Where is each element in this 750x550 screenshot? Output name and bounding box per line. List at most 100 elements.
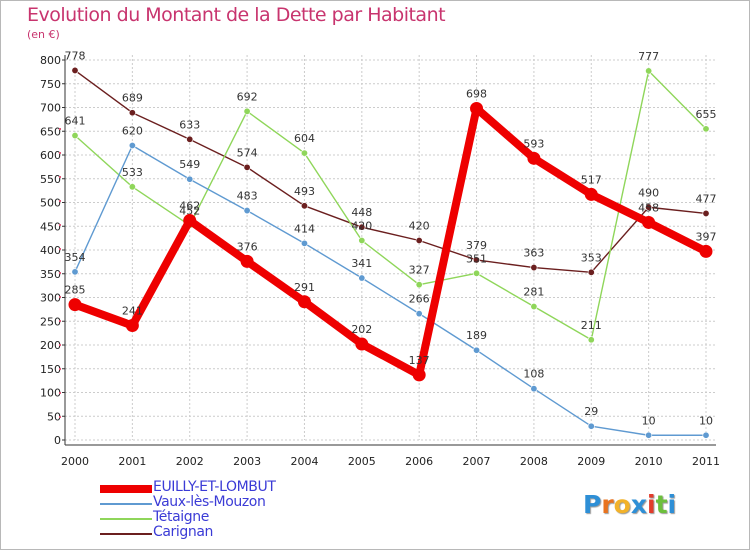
legend-label: Vaux-lès-Mouzon — [153, 494, 266, 510]
data-label: 376 — [237, 240, 258, 253]
x-tick-label: 2003 — [233, 455, 261, 468]
data-label: 202 — [351, 323, 372, 336]
data-label: 291 — [294, 281, 315, 294]
logo-letter: t — [655, 490, 668, 519]
data-point — [358, 223, 366, 231]
data-label: 10 — [699, 414, 713, 427]
x-tick-label: 2006 — [405, 455, 433, 468]
data-label: 363 — [523, 247, 544, 260]
legend-swatch — [100, 485, 152, 493]
data-label: 574 — [237, 146, 258, 159]
data-label: 517 — [581, 173, 602, 186]
logo-letter: i — [667, 490, 677, 519]
legend-swatch — [100, 503, 152, 505]
y-tick-label: 750 — [40, 78, 61, 91]
data-label: 137 — [409, 354, 430, 367]
data-label: 493 — [294, 185, 315, 198]
y-tick-label: 0 — [54, 434, 61, 447]
logo-letter: o — [613, 490, 631, 519]
data-point — [645, 203, 653, 211]
legend-swatch — [100, 518, 152, 520]
left-edge-dot — [59, 320, 61, 322]
data-point — [243, 207, 251, 215]
y-tick-label: 350 — [40, 268, 61, 281]
x-tick-label: 2008 — [520, 455, 548, 468]
series-line-euilly-et-lombut — [71, 104, 710, 379]
data-label: 477 — [696, 192, 717, 205]
data-point — [71, 66, 79, 74]
left-edge-dot — [59, 392, 61, 394]
y-tick-label: 700 — [40, 102, 61, 115]
data-point — [473, 256, 481, 264]
data-point — [128, 109, 136, 117]
data-point — [243, 107, 251, 115]
data-point — [702, 209, 710, 217]
data-point — [527, 151, 541, 165]
data-label: 462 — [179, 200, 200, 213]
data-label: 241 — [122, 305, 143, 318]
y-tick-label: 600 — [40, 149, 61, 162]
data-label: 281 — [523, 286, 544, 299]
data-point — [243, 163, 251, 171]
data-point — [530, 264, 538, 272]
data-label: 448 — [351, 206, 372, 219]
data-label: 351 — [466, 252, 487, 265]
data-point — [473, 346, 481, 354]
logo-letter: i — [647, 490, 656, 519]
data-label: 211 — [581, 319, 602, 332]
data-label: 397 — [696, 230, 717, 243]
left-edge-dot — [59, 128, 61, 130]
x-tick-label: 2009 — [577, 455, 605, 468]
x-tick-label: 2011 — [692, 455, 720, 468]
data-point — [71, 132, 79, 140]
data-point — [584, 187, 598, 201]
chart-title: Evolution du Montant de la Dette par Hab… — [27, 4, 446, 26]
data-label: 414 — [294, 222, 315, 235]
data-label: 698 — [466, 87, 487, 100]
data-label: 490 — [638, 186, 659, 199]
y-tick-label: 500 — [40, 197, 61, 210]
data-point — [473, 269, 481, 277]
legend-label: EUILLY-ET-LOMBUT — [153, 479, 276, 495]
left-edge-dot — [59, 416, 61, 418]
data-label: 353 — [581, 251, 602, 264]
left-edge-dot — [59, 344, 61, 346]
data-point — [300, 239, 308, 247]
data-point — [128, 183, 136, 191]
x-tick-label: 2004 — [290, 455, 318, 468]
left-edge-dot — [59, 152, 61, 154]
data-point — [415, 237, 423, 245]
series-line-vaux-l-s-mouzon — [74, 144, 707, 436]
legend-label: Carignan — [153, 524, 214, 540]
data-point — [297, 295, 311, 309]
data-point — [530, 303, 538, 311]
series-line-carignan — [74, 69, 707, 274]
data-label: 266 — [409, 293, 430, 306]
y-tick-label: 250 — [40, 315, 61, 328]
data-point — [68, 298, 82, 312]
data-label: 549 — [179, 158, 200, 171]
logo-letter: x — [630, 490, 647, 519]
data-label: 593 — [523, 137, 544, 150]
data-label: 483 — [237, 190, 258, 203]
data-point — [642, 215, 656, 229]
x-tick-label: 2007 — [463, 455, 491, 468]
data-label: 778 — [65, 49, 86, 62]
proxiti-logo: Proxiti — [583, 490, 676, 519]
data-point — [183, 214, 197, 228]
data-point — [300, 149, 308, 157]
data-label: 285 — [65, 284, 86, 297]
data-label: 641 — [65, 115, 86, 128]
data-label: 620 — [122, 125, 143, 138]
data-point — [699, 244, 713, 258]
data-label: 10 — [642, 414, 656, 427]
y-tick-label: 800 — [40, 54, 61, 67]
data-point — [415, 310, 423, 318]
y-tick-label: 300 — [40, 292, 61, 305]
data-point — [412, 368, 426, 382]
data-label: 379 — [466, 239, 487, 252]
logo-letter: P — [583, 490, 602, 519]
left-edge-dot — [59, 272, 61, 274]
